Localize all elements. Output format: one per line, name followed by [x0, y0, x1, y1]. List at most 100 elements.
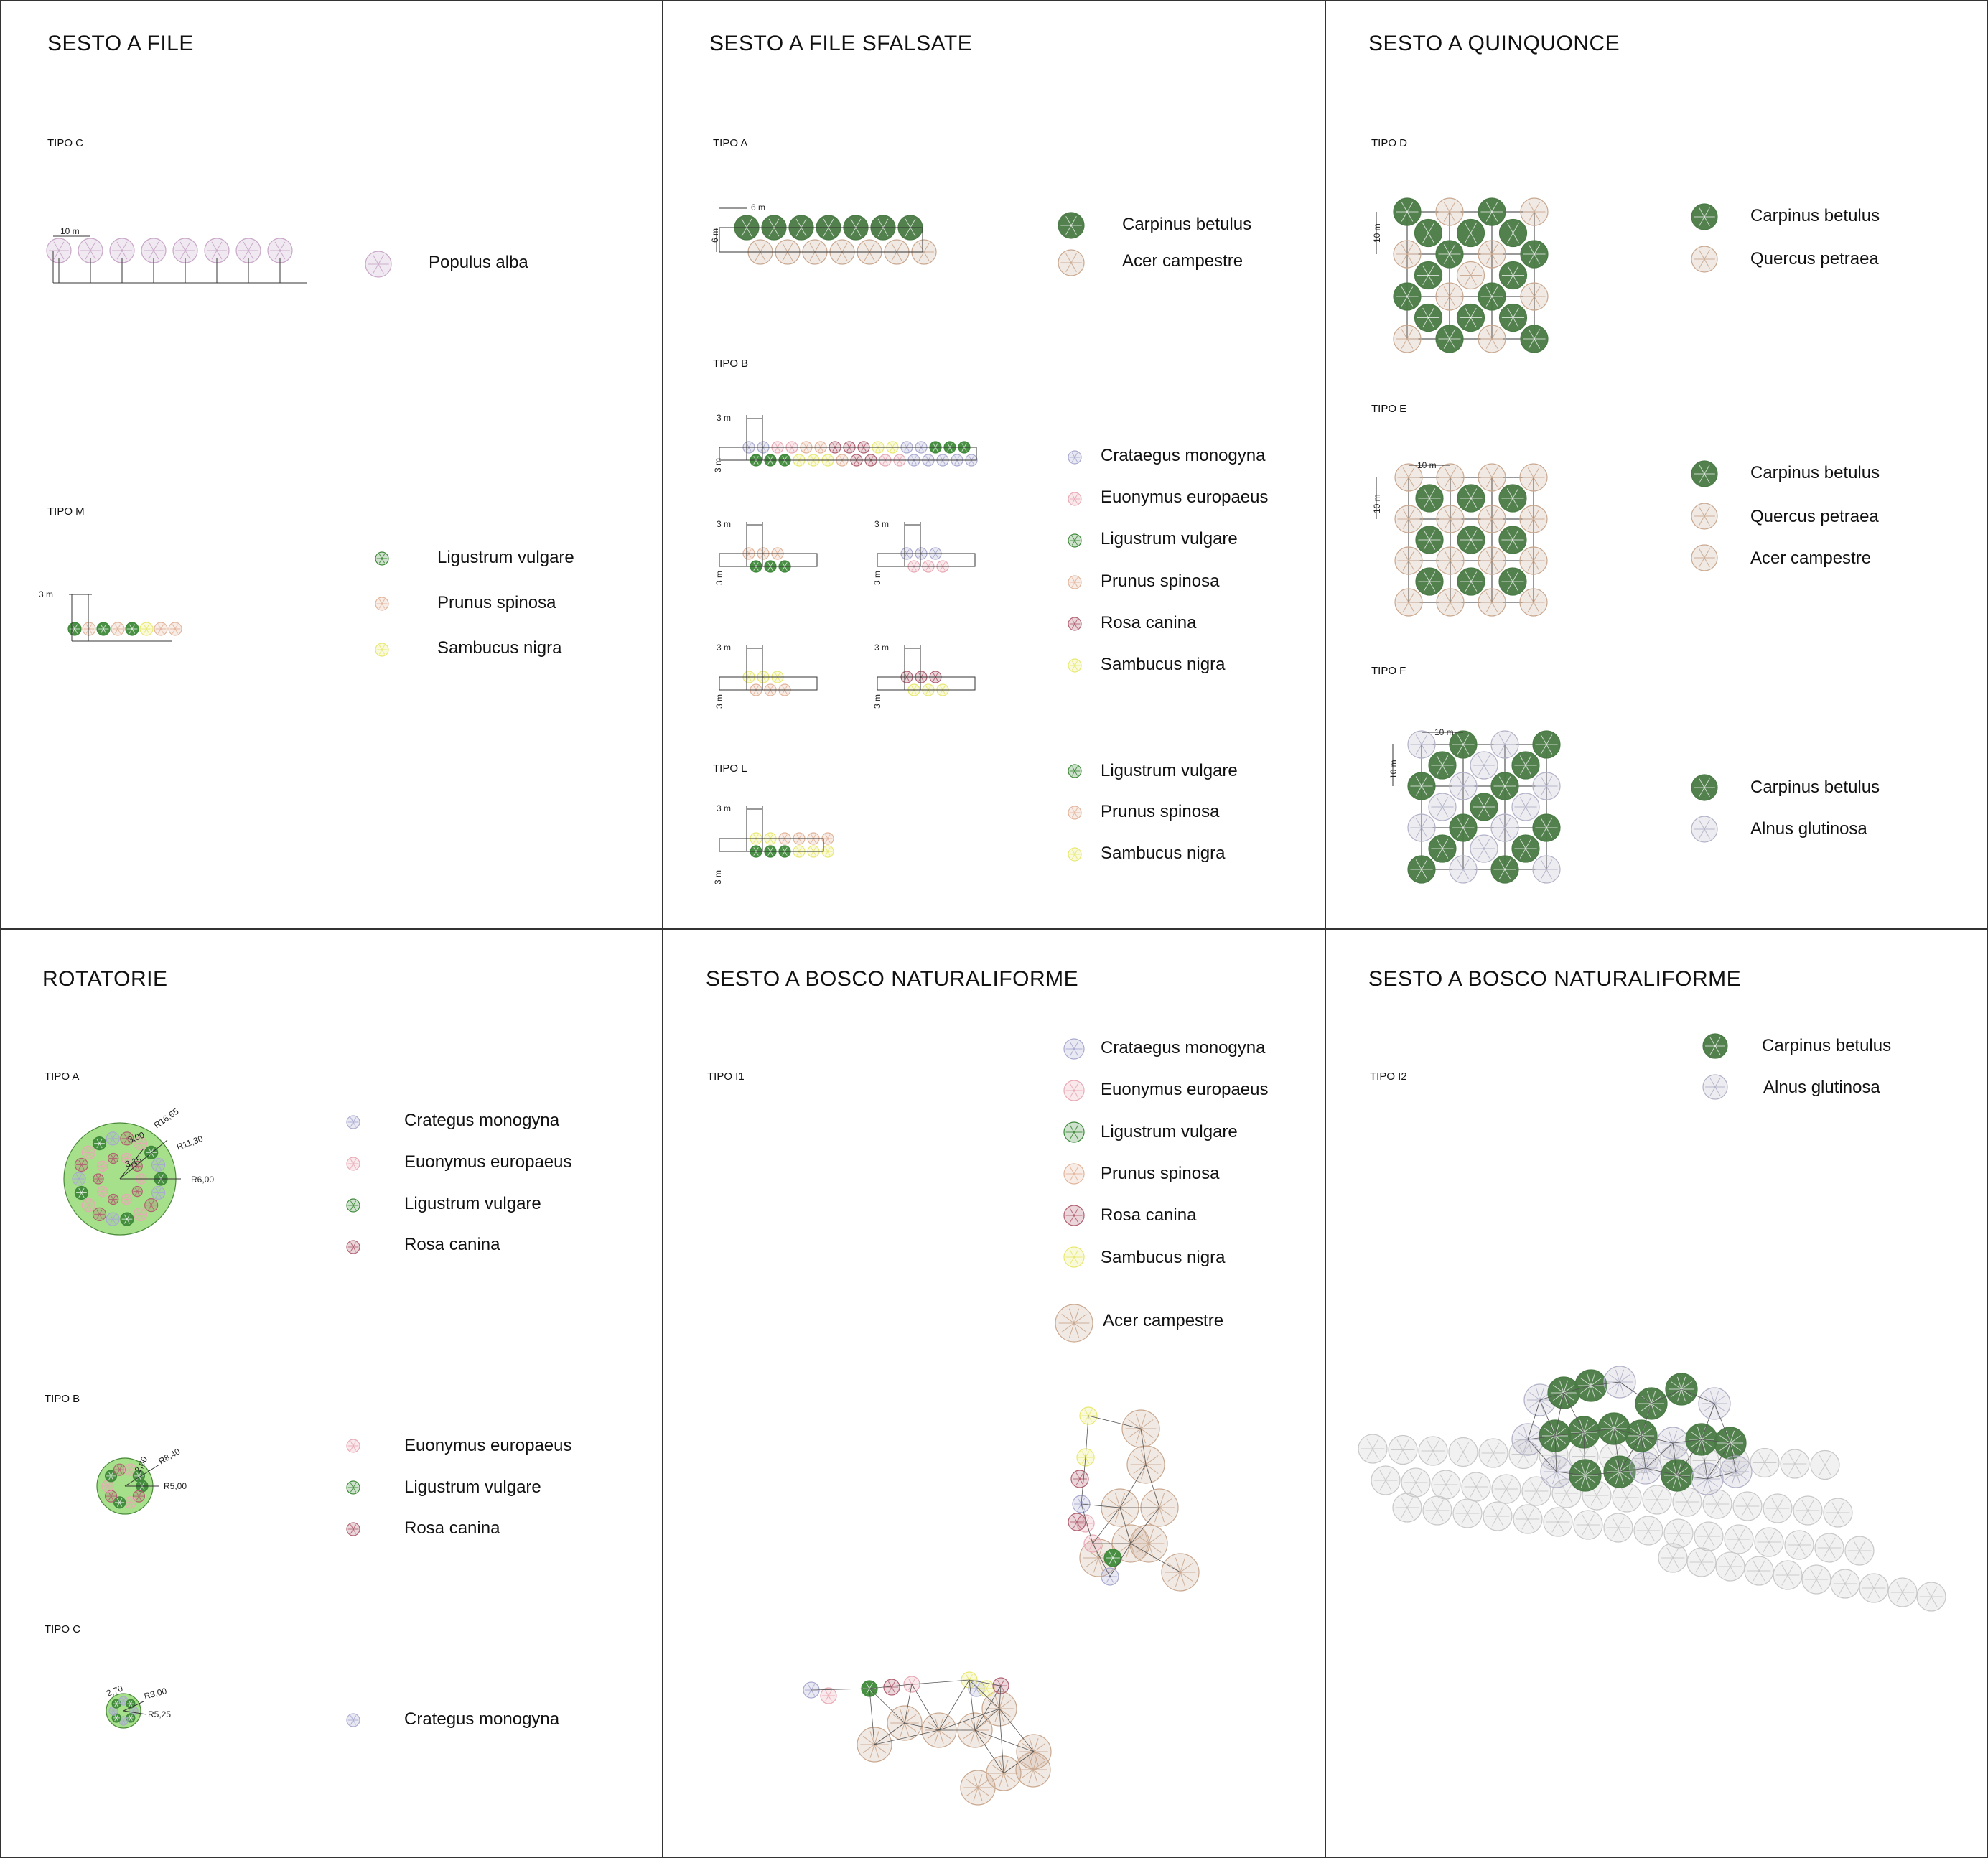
plant-branch [99, 1143, 103, 1149]
row-spacing-rect [877, 553, 976, 567]
plant-branch [1714, 1395, 1725, 1404]
plant-branch [78, 1164, 82, 1170]
plant-branch [1554, 1435, 1566, 1444]
spacing-line [1563, 1385, 1592, 1394]
plant-branch [1563, 1392, 1569, 1406]
plant-branch [1415, 1482, 1422, 1493]
plant-branch [832, 447, 836, 452]
plant-branch [1135, 1414, 1142, 1429]
plant-branch [350, 1117, 354, 1123]
plant-branch [1853, 1550, 1860, 1561]
plant-branch [1423, 539, 1430, 550]
spacing-line [1092, 1543, 1111, 1577]
plant-branch [1730, 1442, 1741, 1452]
plant-branch [1534, 253, 1541, 264]
background-tree [1754, 1527, 1784, 1557]
plant-branch [1504, 827, 1511, 838]
background-tree [1491, 1474, 1521, 1504]
plant-branch [1402, 1439, 1409, 1450]
plant-branch [1485, 518, 1493, 529]
tree-quercus_petraea [1519, 546, 1548, 575]
plant-branch [813, 851, 816, 856]
plant-branch [1521, 1518, 1529, 1530]
plant-branch [925, 566, 929, 571]
plant-branch [753, 689, 757, 694]
shrub-euonymus_europaeus [123, 1463, 137, 1476]
spacing-line [1119, 1507, 1131, 1544]
plant-branch [1672, 1557, 1679, 1569]
legend-icon-alnus_glutinosa [1691, 816, 1718, 843]
plant-branch [1483, 797, 1490, 808]
spacing-line [999, 1708, 1004, 1774]
plant-branch [1498, 734, 1506, 745]
plant-branch [131, 1707, 134, 1712]
legend-icon-crataegus_monogyna [346, 1115, 360, 1129]
plant-branch [1641, 1403, 1652, 1412]
plant-branch [1385, 1480, 1392, 1491]
legend-label: Ligustrum vulgare [1101, 529, 1238, 548]
plant-branch [1071, 619, 1075, 625]
plant-branch [966, 1779, 979, 1788]
shrub-euonymus_europaeus [820, 1687, 837, 1704]
plant-branch [1073, 1314, 1087, 1324]
plant-branch [938, 1729, 944, 1744]
acer-campestre-tree [960, 1770, 996, 1806]
plant-branch [1671, 1388, 1682, 1398]
plant-branch [1443, 296, 1450, 307]
plant-branch [836, 251, 843, 261]
plant-branch [825, 459, 829, 464]
plant-branch [1896, 1592, 1903, 1603]
legend-icon-acer_campestre [1055, 1304, 1093, 1343]
tree-carpinus_betulus [1498, 218, 1528, 248]
plant-branch [777, 673, 780, 678]
plant-branch [1810, 1569, 1817, 1580]
plant-branch [891, 243, 897, 253]
plant-branch [1491, 286, 1498, 297]
plant-branch [81, 1159, 85, 1165]
plant-branch [1073, 1090, 1079, 1098]
plant-branch [762, 673, 766, 678]
plant-branch [1133, 1464, 1147, 1474]
tree-alnus_glutinosa [1490, 730, 1519, 759]
plant-branch [827, 459, 831, 464]
plant-branch [1517, 1431, 1529, 1440]
tree-carpinus_betulus [1414, 218, 1443, 248]
background-tree [1513, 1504, 1543, 1534]
plant-branch [877, 443, 881, 448]
plant-branch [971, 459, 974, 464]
plant-branch [1738, 1528, 1745, 1540]
plant-branch [1793, 1544, 1800, 1556]
plant-branch [123, 1214, 128, 1220]
plant-branch [839, 456, 843, 461]
plant-branch [938, 1717, 944, 1731]
plant-branch [1159, 1498, 1172, 1508]
plant-branch [1147, 1507, 1160, 1517]
plant-branch [1707, 1466, 1712, 1480]
plant-branch [1497, 1505, 1504, 1517]
acer-campestre-tree [1129, 1524, 1168, 1563]
spacing-line [1539, 1399, 1556, 1437]
plant-branch [1764, 1452, 1771, 1463]
background-tree [1371, 1465, 1401, 1495]
plant-branch [1443, 338, 1450, 349]
plant-branch [108, 1475, 112, 1480]
horizontal-divider [0, 928, 1988, 930]
plant-branch [1366, 1438, 1373, 1449]
plant-branch [892, 443, 895, 448]
plant-branch [1534, 286, 1541, 297]
plant-branch [123, 1218, 128, 1224]
plant-branch [1810, 1579, 1817, 1590]
background-tree [1830, 1569, 1860, 1599]
plant-branch [1401, 329, 1408, 340]
dimension-label-10m: 10 m [1389, 760, 1399, 779]
plant-branch [775, 676, 778, 681]
plant-branch [1073, 1256, 1079, 1265]
background-tree [1780, 1449, 1810, 1479]
plant-branch [825, 847, 829, 852]
background-tree [1461, 1472, 1491, 1502]
plant-branch [1159, 1507, 1165, 1523]
plant-branch [1421, 785, 1428, 796]
legend-label: Acer campestre [1103, 1311, 1224, 1330]
plant-branch [1450, 467, 1457, 478]
plant-branch [1553, 1392, 1564, 1401]
